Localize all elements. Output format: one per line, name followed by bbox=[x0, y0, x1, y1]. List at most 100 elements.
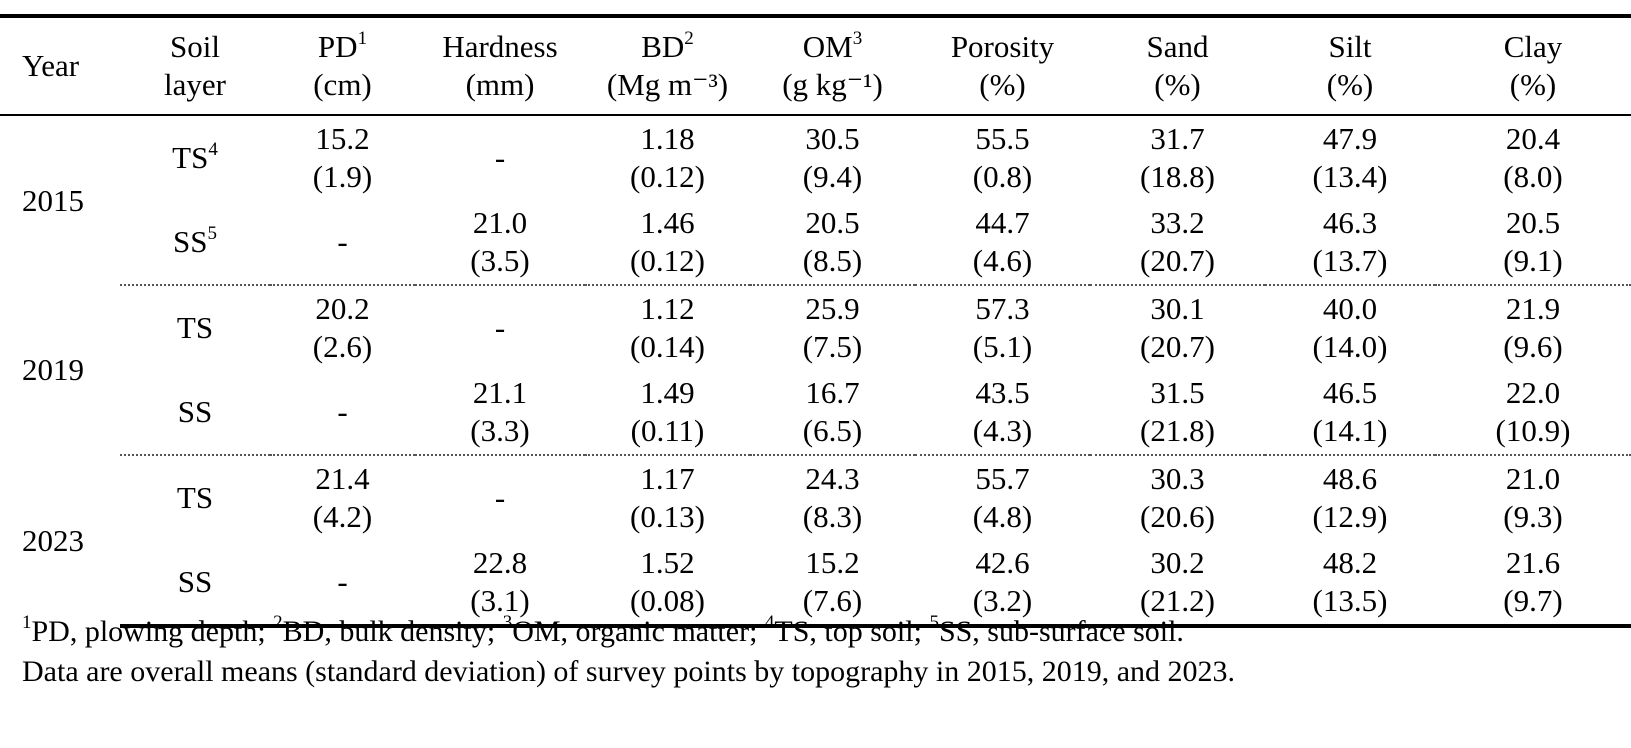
header-layer: Soil layer bbox=[120, 14, 270, 116]
table-row: SS -21.1 (3.3) 1.49 (0.11) 16.7 (6.5) 43.5 (4.3)… bbox=[0, 370, 1631, 456]
sand-cell: 30.2 (21.2) bbox=[1090, 540, 1265, 628]
hardness-cell: 21.0 (3.5) bbox=[415, 200, 585, 286]
footnote-text: PD, plowing depth; bbox=[31, 615, 274, 648]
header-label: Soil bbox=[120, 28, 270, 66]
sand-cell: 31.5 (21.8) bbox=[1090, 370, 1265, 456]
table-row: 2019 TS 20.2 (2.6) -1.12 (0.14) 25.9 (7.5) 57.3(… bbox=[0, 285, 1631, 387]
bd-sd: (0.12) bbox=[630, 159, 705, 194]
silt-mean: 47.9 bbox=[1322, 121, 1378, 156]
footnote-mark: 3 bbox=[502, 612, 513, 633]
header-row: Year Soil layer PD1 (cm) Hardness (mm) BD2 (Mg m… bbox=[0, 14, 1631, 116]
header-footnote-mark: 1 bbox=[357, 27, 368, 49]
header-text: Hardness bbox=[442, 29, 558, 64]
sand-mean: 31.7 bbox=[1150, 121, 1205, 156]
header-footnote-mark: 2 bbox=[684, 27, 694, 49]
hardness-sd: (3.5) bbox=[470, 243, 530, 278]
clay-cell: 21.9 (9.6) bbox=[1435, 285, 1631, 370]
hardness-mean: 21.1 bbox=[472, 375, 528, 410]
pd-cell: 20.2 (2.6) bbox=[270, 285, 415, 370]
header-pd: PD1 (cm) bbox=[270, 14, 415, 116]
soil-layer-value: SS bbox=[173, 224, 208, 259]
hardness-sd: (3.1) bbox=[470, 583, 530, 618]
bd-sd: (0.11) bbox=[630, 413, 705, 448]
om-mean: 15.2 bbox=[805, 545, 860, 580]
om-sd: (9.4) bbox=[802, 159, 863, 194]
soil-layer-cell: TS bbox=[120, 455, 270, 540]
bd-cell: 1.46 (0.12) bbox=[585, 200, 750, 286]
sand-cell: 33.2 (20.7) bbox=[1090, 200, 1265, 286]
sand-sd: (20.6) bbox=[1140, 499, 1215, 534]
year-cell: 2019 bbox=[0, 285, 120, 455]
bd-mean: 1.49 bbox=[640, 375, 695, 410]
table-body: 2015 TS4 15.2 (1.9) -1.18 (0.12) 30.5 (9.4) 55.5… bbox=[0, 115, 1631, 628]
om-sd: (8.5) bbox=[802, 243, 863, 278]
header-text: Soil bbox=[170, 29, 220, 64]
porosity-mean: 42.6 bbox=[975, 545, 1030, 580]
om-sd: (7.5) bbox=[802, 329, 863, 364]
silt-sd: (12.9) bbox=[1312, 499, 1388, 534]
silt-sd: (14.1) bbox=[1312, 413, 1388, 448]
clay-mean: 21.9 bbox=[1505, 291, 1561, 326]
porosity-sd: (4.3) bbox=[972, 413, 1033, 448]
hardness-cell: 22.8 (3.1) bbox=[415, 540, 585, 628]
silt-mean: 48.6 bbox=[1322, 461, 1378, 496]
pd-mean: - bbox=[337, 224, 348, 259]
bd-sd: (0.12) bbox=[630, 243, 705, 278]
header-om: OM3 (g kg⁻¹) bbox=[750, 14, 915, 116]
sand-mean: 31.5 bbox=[1150, 375, 1205, 410]
soil-layer-cell: SS bbox=[120, 370, 270, 456]
bd-mean: 1.46 bbox=[640, 205, 695, 240]
hardness-mean: - bbox=[494, 480, 506, 515]
porosity-sd: (3.2) bbox=[972, 583, 1033, 618]
porosity-mean: 55.7 bbox=[975, 461, 1030, 496]
year-value: 2019 bbox=[22, 352, 84, 387]
header-year: Year bbox=[0, 14, 120, 116]
pd-sd: (4.2) bbox=[312, 499, 373, 534]
header-unit: layer bbox=[164, 67, 226, 102]
pd-mean: - bbox=[337, 394, 348, 429]
silt-sd: (13.7) bbox=[1312, 243, 1388, 278]
porosity-cell: 44.7 (4.6) bbox=[915, 200, 1090, 286]
silt-cell: 48.2 (13.5) bbox=[1265, 540, 1435, 628]
layer-footnote-mark: 4 bbox=[208, 138, 218, 160]
soil-layer-value: TS bbox=[176, 310, 214, 345]
soil-layer-cell: TS bbox=[120, 285, 270, 370]
silt-sd: (13.4) bbox=[1312, 159, 1388, 194]
porosity-mean: 44.7 bbox=[975, 205, 1030, 240]
pd-cell: 15.2 (1.9) bbox=[270, 115, 415, 200]
clay-mean: 20.5 bbox=[1505, 205, 1561, 240]
hardness-cell: - bbox=[415, 455, 585, 540]
footnote-mark: 4 bbox=[764, 612, 775, 633]
clay-cell: 21.6 (9.7) bbox=[1435, 540, 1631, 628]
porosity-sd: (4.8) bbox=[972, 499, 1033, 534]
clay-cell: 22.0 (10.9) bbox=[1435, 370, 1631, 456]
bd-mean: 1.12 bbox=[640, 291, 695, 326]
bd-sd: (0.08) bbox=[630, 583, 705, 618]
silt-mean: 40.0 bbox=[1322, 291, 1378, 326]
table-row: SS5-21.0 (3.5) 1.46 (0.12) 20.5 (8.5) 44.7 (4.6… bbox=[0, 200, 1631, 286]
header-text: Silt bbox=[1328, 29, 1372, 64]
om-mean: 20.5 bbox=[805, 205, 860, 240]
silt-mean: 46.5 bbox=[1322, 375, 1378, 410]
clay-cell: 21.0 (9.3) bbox=[1435, 455, 1631, 540]
silt-cell: 40.0 (14.0) bbox=[1265, 285, 1435, 370]
header-text: Year bbox=[22, 48, 80, 83]
hardness-cell: - bbox=[415, 285, 585, 370]
silt-mean: 48.2 bbox=[1322, 545, 1378, 580]
header-text: PD bbox=[317, 29, 358, 64]
om-cell: 25.9 (7.5) bbox=[750, 285, 915, 370]
hardness-mean: - bbox=[494, 140, 506, 175]
header-text: BD bbox=[641, 29, 685, 64]
header-label: Clay bbox=[1435, 28, 1631, 66]
om-mean: 30.5 bbox=[805, 121, 860, 156]
porosity-cell: 57.3 (5.1) bbox=[915, 285, 1090, 370]
hardness-cell: 21.1 (3.3) bbox=[415, 370, 585, 456]
pd-mean: - bbox=[337, 564, 348, 599]
hardness-cell: - bbox=[415, 115, 585, 200]
om-cell: 24.3 (8.3) bbox=[750, 455, 915, 540]
header-text: Porosity bbox=[950, 29, 1055, 64]
clay-mean: 22.0 bbox=[1505, 375, 1561, 410]
bd-cell: 1.18 (0.12) bbox=[585, 115, 750, 200]
porosity-mean: 57.3 bbox=[975, 291, 1030, 326]
